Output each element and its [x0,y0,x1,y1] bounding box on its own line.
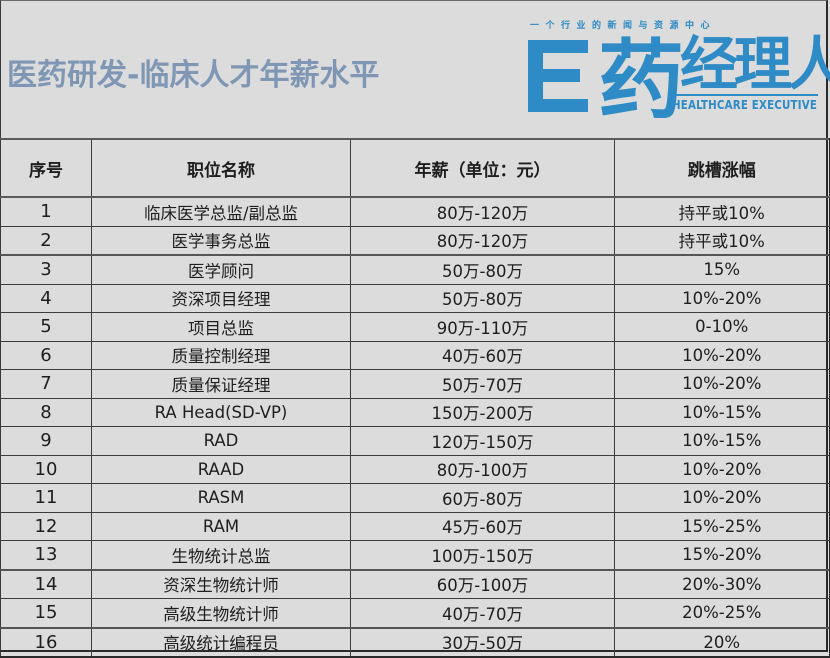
cell-no: 14 [0,568,92,599]
cell-title: RAM [91,511,351,541]
cell-no: 9 [0,426,92,456]
cell-raise: 持平或10% [614,225,830,256]
cell-no: 10 [0,454,92,484]
logo-char-big: 药 [598,31,684,131]
cell-no: 6 [0,340,92,370]
cell-title: 质量控制经理 [91,340,351,370]
table-row: 6 质量控制经理 40万-60万 10%-20% [0,340,830,370]
cell-title: 项目总监 [91,312,351,342]
cell-title: RA Head(SD-VP) [91,397,351,427]
cell-no: 2 [0,225,92,256]
cell-salary: 40万-60万 [350,340,615,370]
cell-title: RAAD [91,454,351,484]
cell-no: 16 [0,626,92,658]
header-title: 职位名称 [91,138,351,198]
cell-raise: 15% [614,254,830,285]
cell-raise: 10%-15% [614,397,830,427]
cell-salary: 100万-150万 [350,540,615,570]
table-row: 10 RAAD 80万-100万 10%-20% [0,454,830,484]
cell-raise: 10%-20% [614,340,830,370]
logo-chars: 经理人 [680,30,830,98]
cell-raise: 15%-25% [614,511,830,541]
cell-salary: 45万-60万 [350,511,615,541]
cell-salary: 50万-80万 [350,283,615,313]
table-row: 5 项目总监 90万-110万 0-10% [0,312,830,342]
cell-salary: 60万-100万 [350,568,615,599]
cell-salary: 60万-80万 [350,483,615,513]
logo-tagline: 一个行业的新闻与资源中心 [530,21,717,31]
table-row: 7 质量保证经理 50万-70万 10%-20% [0,369,830,399]
cell-title: 资深项目经理 [91,283,351,313]
cell-salary: 120万-150万 [350,426,615,456]
logo-english: HEALTHCARE EXECUTIVE [672,98,818,112]
banner: 医药研发-临床人才年薪水平 一个行业的新闻与资源中心 药经理人 HEALTHCA… [0,0,830,138]
cell-no: 12 [0,511,92,541]
cell-salary: 150万-200万 [350,397,615,427]
table-row: 12 RAM 45万-60万 15%-25% [0,511,830,541]
cell-title: RASM [91,483,351,513]
cell-no: 1 [0,196,92,227]
cell-raise: 10%-20% [614,283,830,313]
table-row: 11 RASM 60万-80万 10%-20% [0,483,830,513]
cell-no: 5 [0,312,92,342]
table-row: 9 RAD 120万-150万 10%-15% [0,426,830,456]
cell-salary: 40万-70万 [350,598,615,628]
page-title: 医药研发-临床人才年薪水平 [7,58,380,93]
logo-underline [672,94,818,96]
cell-title: 医学顾问 [91,254,351,285]
cell-title: 高级生物统计师 [91,598,351,628]
cell-salary: 80万-100万 [350,454,615,484]
header-salary: 年薪（单位：元） [350,138,615,198]
cell-no: 13 [0,540,92,570]
cell-no: 11 [0,483,92,513]
cell-title: RAD [91,426,351,456]
cell-raise: 20% [614,626,830,658]
cell-raise: 10%-15% [614,426,830,456]
table-row: 4 资深项目经理 50万-80万 10%-20% [0,283,830,313]
cell-raise: 20%-30% [614,568,830,599]
table-row: 14 资深生物统计师 60万-100万 20%-30% [0,568,830,599]
cell-salary: 80万-120万 [350,225,615,256]
cell-title: 生物统计总监 [91,540,351,570]
cell-raise: 10%-20% [614,454,830,484]
cell-raise: 0-10% [614,312,830,342]
cell-salary: 80万-120万 [350,196,615,227]
cell-salary: 50万-70万 [350,369,615,399]
cell-title: 医学事务总监 [91,225,351,256]
cell-salary: 30万-50万 [350,626,615,658]
cell-title: 资深生物统计师 [91,568,351,599]
table-row: 8 RA Head(SD-VP) 150万-200万 10%-15% [0,397,830,427]
cell-no: 4 [0,283,92,313]
logo-e-mark-icon [528,40,590,112]
salary-table: 序号 职位名称 年薪（单位：元） 跳槽涨幅 1 临床医学总监/副总监 80万-1… [0,138,830,658]
brand-logo: 一个行业的新闻与资源中心 药经理人 HEALTHCARE EXECUTIVE [528,14,830,124]
table-header-row: 序号 职位名称 年薪（单位：元） 跳槽涨幅 [0,138,830,198]
cell-title: 临床医学总监/副总监 [91,196,351,227]
table-row: 15 高级生物统计师 40万-70万 20%-25% [0,598,830,628]
cell-no: 8 [0,397,92,427]
cell-raise: 10%-20% [614,369,830,399]
table-row: 16 高级统计编程员 30万-50万 20% [0,626,830,658]
table-row: 3 医学顾问 50万-80万 15% [0,254,830,285]
cell-raise: 20%-25% [614,598,830,628]
cell-no: 15 [0,598,92,628]
cell-title: 质量保证经理 [91,369,351,399]
table-row: 1 临床医学总监/副总监 80万-120万 持平或10% [0,196,830,227]
logo-wordmark: 药经理人 [598,30,830,124]
cell-no: 7 [0,369,92,399]
header-raise: 跳槽涨幅 [614,138,830,198]
table-row: 2 医学事务总监 80万-120万 持平或10% [0,225,830,256]
header-no: 序号 [0,138,92,198]
cell-salary: 50万-80万 [350,254,615,285]
cell-raise: 持平或10% [614,196,830,227]
table-row: 13 生物统计总监 100万-150万 15%-20% [0,540,830,570]
cell-title: 高级统计编程员 [91,626,351,658]
cell-raise: 10%-20% [614,483,830,513]
cell-salary: 90万-110万 [350,312,615,342]
cell-raise: 15%-20% [614,540,830,570]
cell-no: 3 [0,254,92,285]
